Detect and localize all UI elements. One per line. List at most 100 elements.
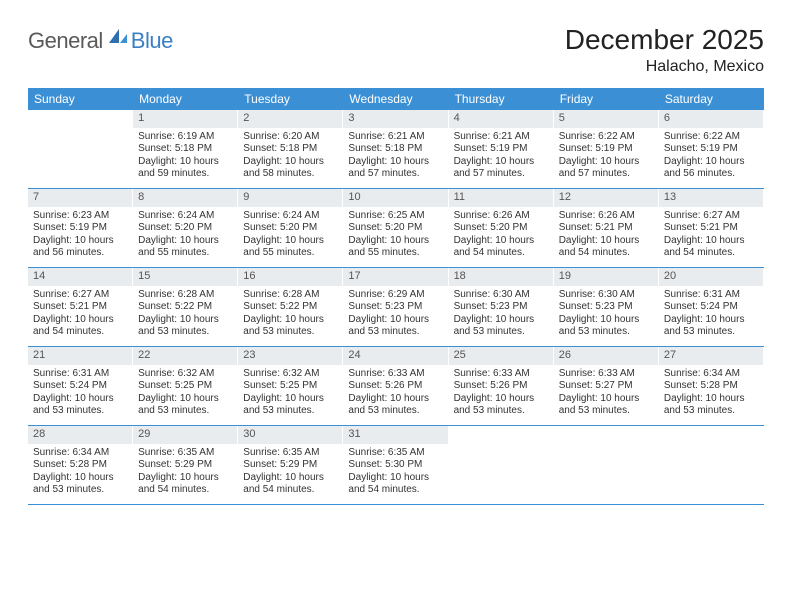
sunset-text: Sunset: 5:20 PM xyxy=(138,222,232,235)
day-cell: 25Sunrise: 6:33 AMSunset: 5:26 PMDayligh… xyxy=(449,347,554,425)
sunrise-text: Sunrise: 6:27 AM xyxy=(33,289,127,302)
sunset-text: Sunset: 5:21 PM xyxy=(664,222,758,235)
day-number: 13 xyxy=(659,189,763,207)
sunrise-text: Sunrise: 6:30 AM xyxy=(559,289,653,302)
sunset-text: Sunset: 5:23 PM xyxy=(559,301,653,314)
daylight-text: Daylight: 10 hours and 53 minutes. xyxy=(348,393,442,418)
calendar-page: General Blue December 2025 Halacho, Mexi… xyxy=(0,0,792,505)
day-number: 1 xyxy=(133,110,237,128)
day-content: Sunrise: 6:21 AMSunset: 5:18 PMDaylight:… xyxy=(343,128,447,185)
day-cell: 28Sunrise: 6:34 AMSunset: 5:28 PMDayligh… xyxy=(28,426,133,504)
day-cell: 27Sunrise: 6:34 AMSunset: 5:28 PMDayligh… xyxy=(659,347,764,425)
sunset-text: Sunset: 5:21 PM xyxy=(33,301,127,314)
day-cell: 19Sunrise: 6:30 AMSunset: 5:23 PMDayligh… xyxy=(554,268,659,346)
day-cell: 8Sunrise: 6:24 AMSunset: 5:20 PMDaylight… xyxy=(133,189,238,267)
day-cell: 7Sunrise: 6:23 AMSunset: 5:19 PMDaylight… xyxy=(28,189,133,267)
daylight-text: Daylight: 10 hours and 59 minutes. xyxy=(138,156,232,181)
empty-day-cell xyxy=(28,110,133,188)
day-cell: 3Sunrise: 6:21 AMSunset: 5:18 PMDaylight… xyxy=(343,110,448,188)
weekday-header-row: Sunday Monday Tuesday Wednesday Thursday… xyxy=(28,88,764,110)
sunset-text: Sunset: 5:18 PM xyxy=(243,143,337,156)
logo: General Blue xyxy=(28,28,173,54)
logo-text-general: General xyxy=(28,28,103,54)
sunrise-text: Sunrise: 6:22 AM xyxy=(664,131,758,144)
day-number: 15 xyxy=(133,268,237,286)
day-cell: 21Sunrise: 6:31 AMSunset: 5:24 PMDayligh… xyxy=(28,347,133,425)
sunset-text: Sunset: 5:21 PM xyxy=(559,222,653,235)
day-content: Sunrise: 6:31 AMSunset: 5:24 PMDaylight:… xyxy=(659,286,763,343)
day-content: Sunrise: 6:35 AMSunset: 5:29 PMDaylight:… xyxy=(238,444,342,501)
empty-day-cell xyxy=(659,426,764,504)
sunrise-text: Sunrise: 6:33 AM xyxy=(454,368,548,381)
sunset-text: Sunset: 5:18 PM xyxy=(348,143,442,156)
sunrise-text: Sunrise: 6:28 AM xyxy=(243,289,337,302)
day-cell: 12 Sunrise: 6:26 AMSunset: 5:21 PMDayligh… xyxy=(554,189,659,267)
day-content: Sunrise: 6:23 AMSunset: 5:19 PMDaylight:… xyxy=(28,207,132,264)
day-number: 16 xyxy=(238,268,342,286)
sunset-text: Sunset: 5:22 PM xyxy=(138,301,232,314)
daylight-text: Daylight: 10 hours and 56 minutes. xyxy=(664,156,758,181)
day-cell: 17Sunrise: 6:29 AMSunset: 5:23 PMDayligh… xyxy=(343,268,448,346)
sunrise-text: Sunrise: 6:26 AM xyxy=(454,210,548,223)
day-number: 10 xyxy=(343,189,447,207)
day-content: Sunrise: 6:35 AMSunset: 5:30 PMDaylight:… xyxy=(343,444,447,501)
sunset-text: Sunset: 5:23 PM xyxy=(348,301,442,314)
day-cell: 31Sunrise: 6:35 AMSunset: 5:30 PMDayligh… xyxy=(343,426,448,504)
day-cell: 15Sunrise: 6:28 AMSunset: 5:22 PMDayligh… xyxy=(133,268,238,346)
day-number: 28 xyxy=(28,426,132,444)
daylight-text: Daylight: 10 hours and 54 minutes. xyxy=(559,235,653,260)
sunset-text: Sunset: 5:19 PM xyxy=(454,143,548,156)
week-row: 21Sunrise: 6:31 AMSunset: 5:24 PMDayligh… xyxy=(28,347,764,426)
sunset-text: Sunset: 5:19 PM xyxy=(33,222,127,235)
day-content: Sunrise: 6:24 AMSunset: 5:20 PMDaylight:… xyxy=(133,207,237,264)
daylight-text: Daylight: 10 hours and 54 minutes. xyxy=(243,472,337,497)
sunset-text: Sunset: 5:20 PM xyxy=(454,222,548,235)
day-content: Sunrise: 6:33 AMSunset: 5:26 PMDaylight:… xyxy=(449,365,553,422)
day-cell: 18Sunrise: 6:30 AMSunset: 5:23 PMDayligh… xyxy=(449,268,554,346)
day-content: Sunrise: 6:22 AMSunset: 5:19 PMDaylight:… xyxy=(659,128,763,185)
sunrise-text: Sunrise: 6:27 AM xyxy=(664,210,758,223)
sunrise-text: Sunrise: 6:34 AM xyxy=(33,447,127,460)
daylight-text: Daylight: 10 hours and 53 minutes. xyxy=(33,393,127,418)
weekday-header: Thursday xyxy=(449,88,554,110)
sunset-text: Sunset: 5:26 PM xyxy=(348,380,442,393)
day-content: Sunrise: 6:35 AMSunset: 5:29 PMDaylight:… xyxy=(133,444,237,501)
sunset-text: Sunset: 5:29 PM xyxy=(138,459,232,472)
daylight-text: Daylight: 10 hours and 54 minutes. xyxy=(33,314,127,339)
day-number: 22 xyxy=(133,347,237,365)
day-cell: 2Sunrise: 6:20 AMSunset: 5:18 PMDaylight… xyxy=(238,110,343,188)
daylight-text: Daylight: 10 hours and 55 minutes. xyxy=(243,235,337,260)
logo-sail-icon xyxy=(107,27,129,50)
sunrise-text: Sunrise: 6:23 AM xyxy=(33,210,127,223)
day-content: Sunrise: 6:32 AMSunset: 5:25 PMDaylight:… xyxy=(133,365,237,422)
sunset-text: Sunset: 5:20 PM xyxy=(243,222,337,235)
daylight-text: Daylight: 10 hours and 53 minutes. xyxy=(33,472,127,497)
day-content: Sunrise: 6:27 AMSunset: 5:21 PMDaylight:… xyxy=(659,207,763,264)
day-content: Sunrise: 6:30 AMSunset: 5:23 PMDaylight:… xyxy=(554,286,658,343)
sunset-text: Sunset: 5:19 PM xyxy=(559,143,653,156)
sunrise-text: Sunrise: 6:26 AM xyxy=(559,210,653,223)
daylight-text: Daylight: 10 hours and 53 minutes. xyxy=(559,314,653,339)
day-content: Sunrise: 6:34 AMSunset: 5:28 PMDaylight:… xyxy=(28,444,132,501)
daylight-text: Daylight: 10 hours and 54 minutes. xyxy=(664,235,758,260)
day-cell: 11Sunrise: 6:26 AMSunset: 5:20 PMDayligh… xyxy=(449,189,554,267)
day-cell: 20Sunrise: 6:31 AMSunset: 5:24 PMDayligh… xyxy=(659,268,764,346)
daylight-text: Daylight: 10 hours and 53 minutes. xyxy=(664,314,758,339)
day-content: Sunrise: 6:28 AMSunset: 5:22 PMDaylight:… xyxy=(133,286,237,343)
day-number: 8 xyxy=(133,189,237,207)
daylight-text: Daylight: 10 hours and 56 minutes. xyxy=(33,235,127,260)
day-cell: 30Sunrise: 6:35 AMSunset: 5:29 PMDayligh… xyxy=(238,426,343,504)
empty-day-cell xyxy=(449,426,554,504)
sunrise-text: Sunrise: 6:33 AM xyxy=(559,368,653,381)
calendar-grid: Sunday Monday Tuesday Wednesday Thursday… xyxy=(28,88,764,505)
sunrise-text: Sunrise: 6:21 AM xyxy=(454,131,548,144)
title-block: December 2025 Halacho, Mexico xyxy=(565,24,764,76)
sunset-text: Sunset: 5:29 PM xyxy=(243,459,337,472)
weeks-container: 1Sunrise: 6:19 AMSunset: 5:18 PMDaylight… xyxy=(28,110,764,505)
sunrise-text: Sunrise: 6:20 AM xyxy=(243,131,337,144)
daylight-text: Daylight: 10 hours and 53 minutes. xyxy=(559,393,653,418)
month-title: December 2025 xyxy=(565,24,764,56)
weekday-header: Wednesday xyxy=(343,88,448,110)
day-number: 12 xyxy=(554,189,658,207)
day-cell: 29Sunrise: 6:35 AMSunset: 5:29 PMDayligh… xyxy=(133,426,238,504)
